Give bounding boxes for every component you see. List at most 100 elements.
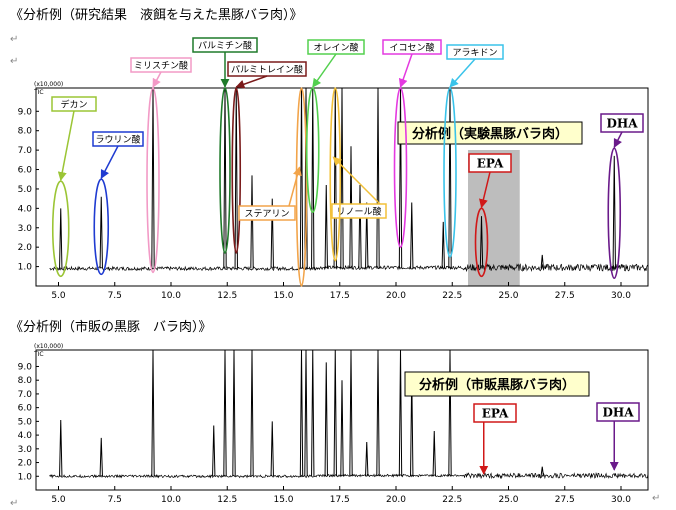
peak — [250, 175, 254, 269]
peak — [311, 87, 315, 269]
peak — [349, 349, 353, 477]
peak — [333, 87, 337, 269]
annotation-label: ラウリン酸 — [95, 135, 140, 146]
x-tick-label: 15.0 — [273, 495, 293, 505]
y-tick-label: 3.0 — [18, 224, 33, 234]
baseline-trace — [49, 472, 649, 480]
peak — [333, 349, 337, 477]
peak-highlight-ellipse — [393, 87, 408, 248]
y-tick-label: 8.0 — [18, 127, 33, 137]
y-tick-label: 2.0 — [18, 243, 33, 253]
peak — [365, 202, 369, 269]
peak-highlight-ellipse — [607, 147, 622, 280]
peak — [151, 87, 155, 269]
annotation-box-EPA — [473, 403, 517, 423]
callout-text: 分析例（市販黒豚バラ肉） — [419, 377, 575, 393]
annotation-label: リノール酸 — [336, 207, 381, 218]
y-tick-label: 2.0 — [18, 459, 33, 469]
peak — [398, 349, 403, 477]
top-chart-heading: 《分析例（研究結果 液餌を与えた黒豚バラ肉）》 — [10, 8, 303, 23]
paragraph-mark-icon: ↵ — [10, 498, 19, 509]
peak-highlight-ellipse — [474, 207, 489, 278]
annotation-arrow — [479, 171, 491, 209]
y-tick-label: 9.0 — [18, 107, 33, 117]
peak — [324, 185, 328, 269]
annotation-arrow — [235, 75, 268, 89]
peak — [99, 437, 103, 477]
baseline-trace — [49, 263, 649, 273]
peak-highlight-ellipse — [443, 87, 457, 258]
x-tick-label: 7.5 — [108, 495, 122, 505]
y-tick-label: 7.0 — [18, 146, 33, 156]
annotation-arrow — [100, 145, 119, 180]
y-tick-label: 8.0 — [18, 376, 33, 386]
peak — [398, 87, 403, 269]
peak — [340, 380, 344, 477]
annotation-box-ステアリン — [238, 205, 296, 221]
y-tick-label: 9.0 — [18, 362, 33, 372]
y-tick-label: 6.0 — [18, 166, 33, 176]
annotation-arrow — [312, 53, 337, 88]
peak — [376, 349, 380, 477]
x-tick-label: 15.0 — [273, 291, 293, 301]
annotation-box-リノール酸 — [331, 203, 387, 219]
peak — [223, 87, 227, 269]
peak — [299, 87, 304, 269]
peak — [540, 466, 544, 477]
x-tick-label: 12.5 — [217, 495, 237, 505]
peak-highlight-ellipse — [329, 87, 342, 262]
y-tick-label: 5.0 — [18, 185, 33, 195]
x-tick-label: 27.5 — [555, 495, 575, 505]
peak — [365, 441, 369, 477]
annotation-label: EPA — [482, 407, 509, 421]
peak — [270, 421, 274, 477]
peak — [304, 349, 308, 477]
peak — [311, 349, 315, 477]
plot-frame — [35, 349, 649, 491]
x-tick-label: 20.0 — [386, 291, 406, 301]
peak-highlight-ellipse — [295, 87, 308, 287]
peak — [479, 216, 484, 269]
peak — [376, 87, 380, 269]
peak-highlight-ellipse — [51, 180, 70, 278]
x-tick-label: 10.0 — [161, 495, 181, 505]
peak-highlight-ellipse — [305, 87, 320, 214]
peak — [340, 87, 344, 269]
peak — [59, 208, 63, 269]
x-tick-label: 22.5 — [442, 495, 462, 505]
annotation-label: EPA — [477, 157, 504, 171]
annotation-arrow — [613, 131, 623, 148]
peak — [234, 87, 238, 269]
x-tick-label: 30.0 — [611, 495, 631, 505]
scale-label: (x10,000) — [34, 343, 63, 350]
x-tick-label: 30.0 — [611, 291, 631, 301]
annotation-arrow — [57, 110, 75, 182]
x-tick-label: 5.0 — [51, 495, 66, 505]
peak — [250, 349, 254, 477]
scale-label: (x10,000) — [34, 81, 63, 88]
x-tick-label: 22.5 — [442, 291, 462, 301]
annotation-arrow — [288, 166, 302, 207]
commercial-chromatogram: (x10,000)TIC 1.0 2.0 3.0 4.0 5.0 6.0 7.0 8.0 9.0 5… — [18, 343, 649, 505]
x-tick-label: 25.0 — [498, 495, 518, 505]
annotation-arrow — [398, 53, 413, 88]
peak-highlight-ellipse — [219, 87, 231, 254]
peak — [612, 155, 616, 269]
axis-label: TIC — [33, 351, 44, 358]
peak — [232, 349, 236, 477]
callout-box — [404, 371, 590, 397]
annotation-arrow — [152, 71, 162, 88]
peak — [324, 362, 328, 477]
paragraph-mark-icon: ↵ — [652, 493, 661, 504]
y-tick-label: 1.0 — [18, 263, 33, 273]
peak — [441, 221, 445, 269]
annotation-arrow — [332, 156, 381, 205]
y-tick-label: 4.0 — [18, 204, 33, 214]
peak — [270, 198, 274, 269]
annotation-label: アラキドン — [452, 48, 497, 59]
annotation-label: デカン — [60, 99, 87, 111]
x-tick-label: 25.0 — [498, 291, 518, 301]
peak — [448, 349, 452, 477]
x-tick-label: 17.5 — [330, 495, 350, 505]
